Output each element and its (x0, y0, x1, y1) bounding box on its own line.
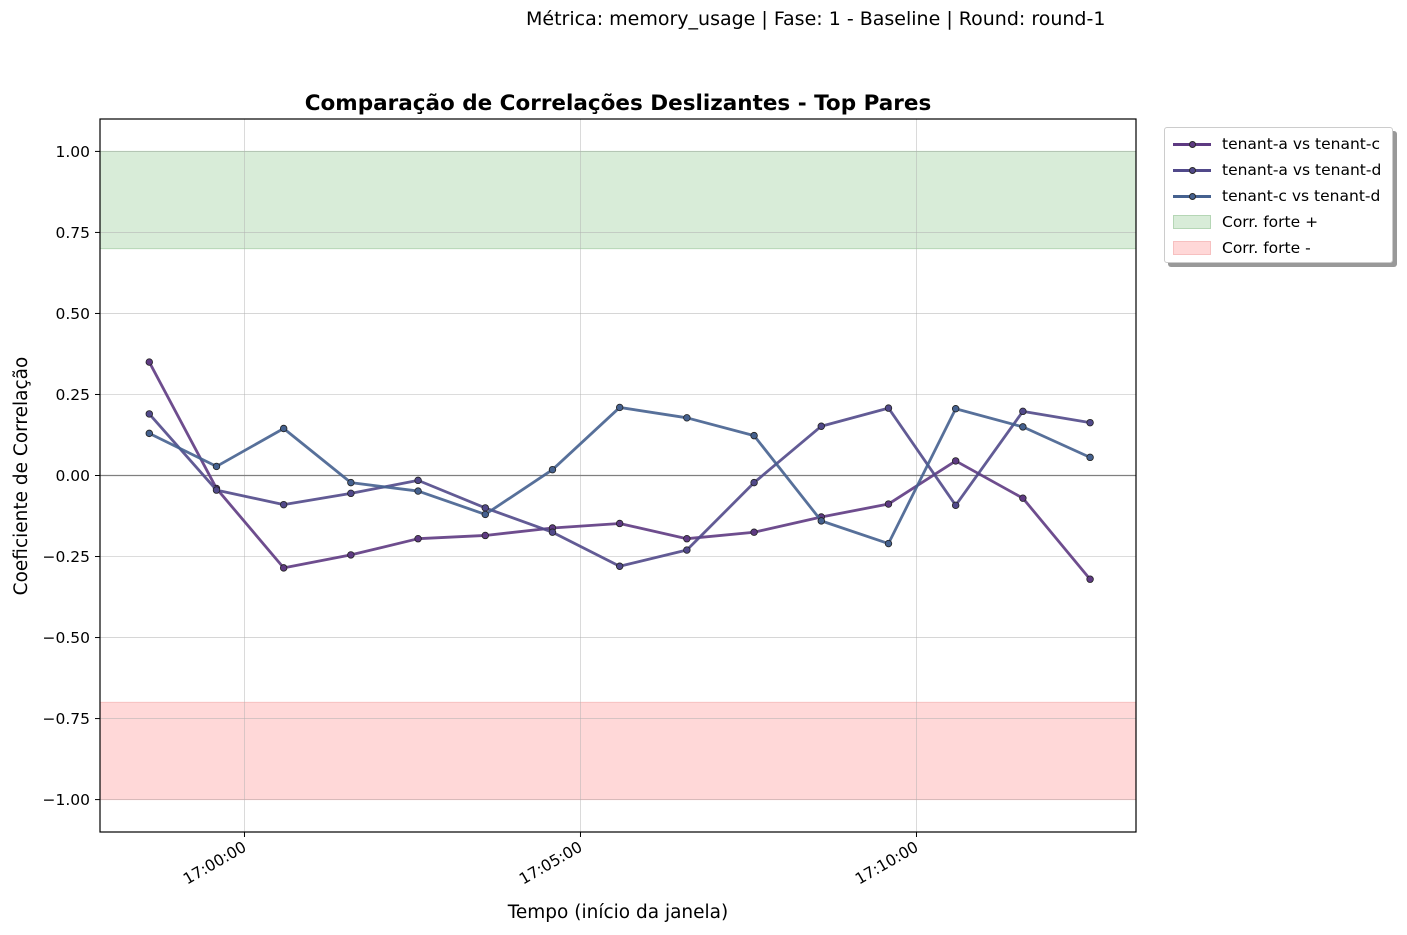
figure-suptitle: Métrica: memory_usage | Fase: 1 - Baseli… (526, 8, 1106, 30)
x-tick-label: 17:00:00 (180, 838, 249, 888)
legend-label: tenant-c vs tenant-d (1222, 187, 1381, 205)
data-point-series-2 (414, 476, 422, 485)
y-tick-label: 0.00 (55, 467, 90, 485)
data-point-series-3 (481, 510, 489, 519)
legend-line-marker-icon (1173, 186, 1211, 206)
strong-negative-band (99, 701, 1137, 801)
y-tick-label: −0.50 (43, 629, 91, 647)
data-point-series-3 (279, 424, 288, 433)
legend-item-series-3: tenant-c vs tenant-d (1173, 184, 1380, 208)
data-point-series-2 (279, 500, 288, 509)
y-tick-label: −1.00 (43, 791, 91, 809)
data-point-series-2 (615, 562, 624, 570)
legend-item-band-negative: Corr. forte - (1173, 236, 1311, 260)
legend-label: tenant-a vs tenant-d (1222, 161, 1382, 179)
data-point-series-1 (145, 358, 153, 366)
data-point-series-2 (750, 478, 758, 487)
legend-patch-icon (1173, 212, 1211, 232)
data-point-series-2 (145, 410, 153, 418)
legend-item-series-1: tenant-a vs tenant-c (1173, 132, 1380, 156)
legend-item-series-2: tenant-a vs tenant-d (1173, 158, 1381, 182)
data-point-series-1 (683, 534, 691, 543)
data-point-series-1 (951, 457, 960, 465)
data-point-series-1 (414, 534, 422, 543)
data-point-series-2 (884, 404, 893, 412)
data-point-series-1 (750, 528, 758, 536)
data-point-series-3 (548, 465, 557, 474)
y-tick-label: 0.50 (55, 305, 90, 323)
data-point-series-1 (279, 564, 288, 572)
data-point-series-3 (951, 405, 960, 413)
series-line-2 (148, 406, 1091, 568)
data-point-series-3 (750, 431, 758, 440)
y-tick-label: 0.75 (55, 224, 90, 242)
data-point-series-2 (1019, 407, 1027, 416)
data-point-series-3 (1086, 453, 1094, 462)
data-point-series-1 (884, 500, 893, 508)
legend-item-band-positive: Corr. forte + (1173, 210, 1318, 234)
data-point-series-3 (884, 539, 893, 548)
data-point-series-2 (481, 504, 489, 512)
x-tick-label: 17:05:00 (516, 838, 585, 888)
data-point-series-1 (481, 531, 489, 540)
data-point-series-2 (347, 489, 355, 498)
y-axis-label: Coeficiente de Correlação (11, 357, 32, 596)
legend-patch-icon (1173, 238, 1211, 258)
data-point-series-2 (548, 528, 557, 536)
data-point-series-2 (212, 486, 221, 494)
x-axis-label: Tempo (início da janela) (507, 902, 728, 923)
data-point-series-3 (683, 414, 691, 422)
chart-title: Comparação de Correlações Deslizantes - … (305, 91, 932, 116)
data-point-series-3 (414, 487, 422, 495)
data-point-series-1 (615, 519, 624, 528)
data-point-series-3 (1019, 423, 1027, 431)
data-point-series-1 (347, 551, 355, 559)
data-point-series-2 (817, 422, 825, 430)
legend-label: tenant-a vs tenant-c (1222, 135, 1380, 153)
data-point-series-3 (145, 429, 153, 438)
data-point-series-2 (951, 501, 960, 510)
legend-line-marker-icon (1173, 160, 1211, 180)
data-point-series-1 (1086, 575, 1094, 583)
legend-label: Corr. forte + (1222, 213, 1319, 231)
y-tick-label: −0.75 (43, 710, 91, 728)
data-point-series-3 (817, 517, 825, 525)
data-point-series-3 (212, 462, 221, 471)
strong-positive-band (99, 150, 1137, 250)
legend-line-marker-icon (1173, 134, 1211, 154)
y-tick-label: 1.00 (55, 143, 90, 161)
x-tick-label: 17:10:00 (852, 838, 921, 888)
data-point-series-2 (1086, 418, 1094, 427)
chart-legend: tenant-a vs tenant-c tenant-a vs tenant-… (1164, 127, 1393, 263)
data-point-series-1 (1019, 494, 1027, 502)
data-point-series-2 (683, 546, 691, 554)
data-point-series-3 (347, 478, 355, 487)
legend-label: Corr. forte - (1222, 239, 1311, 257)
y-tick-label: 0.25 (55, 386, 90, 404)
y-tick-label: −0.25 (43, 548, 91, 566)
data-point-series-3 (615, 403, 624, 412)
